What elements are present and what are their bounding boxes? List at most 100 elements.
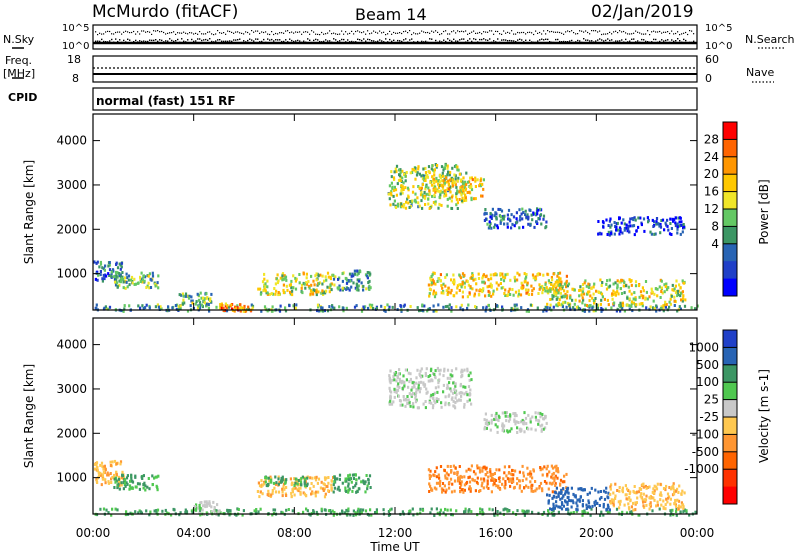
echo-cell [546, 472, 549, 476]
noise-search-point [229, 30, 231, 33]
echo-cell [544, 305, 547, 309]
echo-cell [442, 383, 445, 387]
freq-label-line2: [MHz] [3, 67, 35, 80]
echo-cell [115, 278, 118, 282]
echo-cell [262, 289, 265, 293]
noise-search-point [647, 30, 649, 32]
colorbar-segment [723, 434, 737, 453]
echo-cell [653, 292, 656, 296]
echo-cell [434, 369, 437, 373]
echo-cell [667, 286, 670, 290]
echo-cell [274, 490, 278, 494]
echo-cell [362, 305, 365, 309]
echo-cell [131, 486, 134, 490]
echo-cell [273, 287, 276, 290]
echo-cell [444, 395, 447, 399]
echo-cell [483, 418, 486, 422]
noise-point [293, 40, 295, 43]
echo-cell [517, 292, 521, 296]
echo-cell [442, 511, 445, 515]
echo-cell [468, 487, 471, 491]
echo-cell [608, 510, 611, 514]
echo-cell [103, 464, 106, 468]
echo-cell [115, 263, 118, 266]
echo-cell [120, 483, 123, 487]
echo-cell [454, 389, 457, 393]
noise-right-label: N.Search [745, 33, 795, 46]
echo-cell [455, 203, 458, 207]
echo-cell [294, 486, 297, 490]
echo-cell [566, 507, 569, 511]
noise-point [557, 38, 559, 41]
echo-cell [481, 194, 484, 198]
echo-cell [221, 304, 224, 307]
echo-cell [427, 165, 431, 169]
echo-cell [529, 303, 532, 307]
echo-cell [197, 298, 201, 302]
echo-cell [517, 294, 520, 298]
echo-cell [560, 490, 563, 494]
echo-cell [510, 427, 513, 431]
echo-cell [125, 476, 129, 480]
noise-point [291, 39, 293, 42]
echo-cell [428, 192, 431, 196]
echo-cell [468, 291, 471, 295]
echo-cell [581, 503, 584, 507]
echo-cell [520, 281, 523, 285]
echo-cell [680, 501, 683, 505]
echo-cell [456, 201, 459, 205]
echo-cell [578, 498, 581, 502]
noise-point [385, 38, 387, 40]
echo-cell [468, 378, 471, 382]
echo-cell [655, 217, 659, 220]
echo-cell [458, 273, 461, 277]
echo-cell [468, 398, 471, 402]
noise-search-point [453, 30, 455, 32]
echo-cell [420, 380, 423, 384]
echo-cell [428, 294, 431, 298]
noise-search-point [371, 32, 373, 34]
echo-cell [405, 200, 408, 204]
noise-search-point [639, 32, 641, 34]
echo-cell [669, 497, 672, 501]
echo-cell [297, 489, 300, 493]
echo-cell [345, 479, 348, 483]
echo-cell [264, 480, 267, 484]
echo-cell [450, 306, 453, 310]
echo-cell [551, 496, 554, 500]
echo-cell [444, 284, 447, 288]
echo-cell [564, 300, 567, 304]
echo-cell [475, 306, 478, 309]
echo-cell [333, 477, 337, 481]
noise-point [451, 40, 453, 42]
echo-cell [474, 277, 477, 281]
echo-cell [628, 278, 631, 282]
echo-cell [95, 463, 98, 467]
echo-cell [452, 399, 455, 403]
echo-cell [471, 274, 474, 277]
echo-cell [128, 487, 131, 491]
echo-cell [609, 225, 612, 229]
noise-search-point [497, 30, 499, 33]
echo-cell [479, 177, 483, 181]
echo-cell [492, 273, 495, 277]
echo-cell [190, 509, 193, 513]
noise-search-point [325, 33, 327, 35]
echo-cell [456, 399, 459, 403]
noise-point [555, 38, 557, 41]
echo-cell [439, 484, 442, 488]
echo-cell [369, 486, 372, 489]
echo-cell [119, 462, 122, 466]
echo-cell [263, 480, 266, 484]
echo-cell [306, 509, 309, 513]
noise-point [379, 39, 381, 41]
echo-cell [409, 204, 412, 208]
echo-cell [438, 195, 441, 199]
noise-point [373, 40, 375, 42]
noise-point [115, 38, 117, 40]
echo-cell [475, 480, 479, 484]
echo-cell [446, 304, 449, 308]
y-tick-label: 4000 [56, 338, 87, 352]
echo-cell [115, 462, 118, 466]
echo-cell [352, 513, 355, 517]
